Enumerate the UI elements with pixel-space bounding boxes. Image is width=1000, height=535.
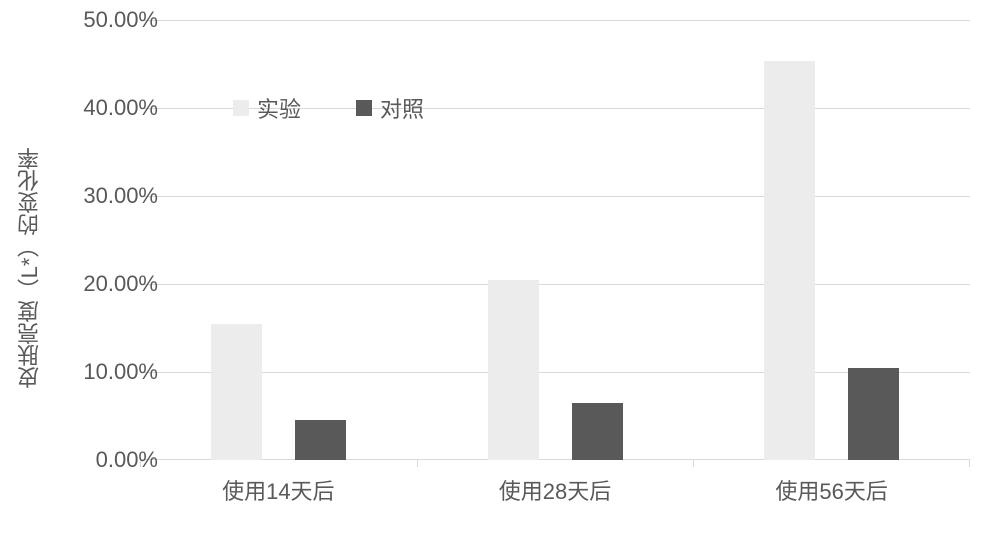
y-tick-label: 0.00% bbox=[58, 447, 158, 473]
x-category-label: 使用28天后 bbox=[499, 474, 611, 506]
y-tick-label: 10.00% bbox=[58, 359, 158, 385]
plot-area bbox=[140, 20, 970, 460]
y-tick-label: 50.00% bbox=[58, 7, 158, 33]
bar bbox=[572, 403, 623, 460]
x-axis-line bbox=[140, 459, 970, 460]
gridline bbox=[140, 20, 970, 21]
x-tick bbox=[969, 460, 970, 467]
legend-item: 对照 bbox=[356, 92, 424, 124]
x-category-label: 使用14天后 bbox=[222, 474, 334, 506]
bar bbox=[295, 420, 346, 460]
bar bbox=[848, 368, 899, 460]
gridline bbox=[140, 284, 970, 285]
legend-label: 对照 bbox=[380, 92, 424, 124]
y-tick-label: 40.00% bbox=[58, 95, 158, 121]
y-tick-label: 30.00% bbox=[58, 183, 158, 209]
bar bbox=[211, 324, 262, 460]
y-tick-label: 20.00% bbox=[58, 271, 158, 297]
bar bbox=[488, 280, 539, 460]
legend-swatch bbox=[233, 100, 249, 116]
legend-swatch bbox=[356, 100, 372, 116]
chart-container: 皮肤亮度（L*）的变化率 0.00% 10.00% 20.00% 30.00% 40.0… bbox=[0, 0, 1000, 535]
x-tick bbox=[693, 460, 694, 467]
legend-label: 实验 bbox=[257, 92, 301, 124]
bar bbox=[764, 61, 815, 460]
y-axis-label: 皮肤亮度（L*）的变化率 bbox=[14, 147, 46, 388]
gridline bbox=[140, 196, 970, 197]
gridline bbox=[140, 372, 970, 373]
legend-item: 实验 bbox=[233, 92, 301, 124]
x-category-label: 使用56天后 bbox=[775, 474, 887, 506]
x-tick bbox=[417, 460, 418, 467]
